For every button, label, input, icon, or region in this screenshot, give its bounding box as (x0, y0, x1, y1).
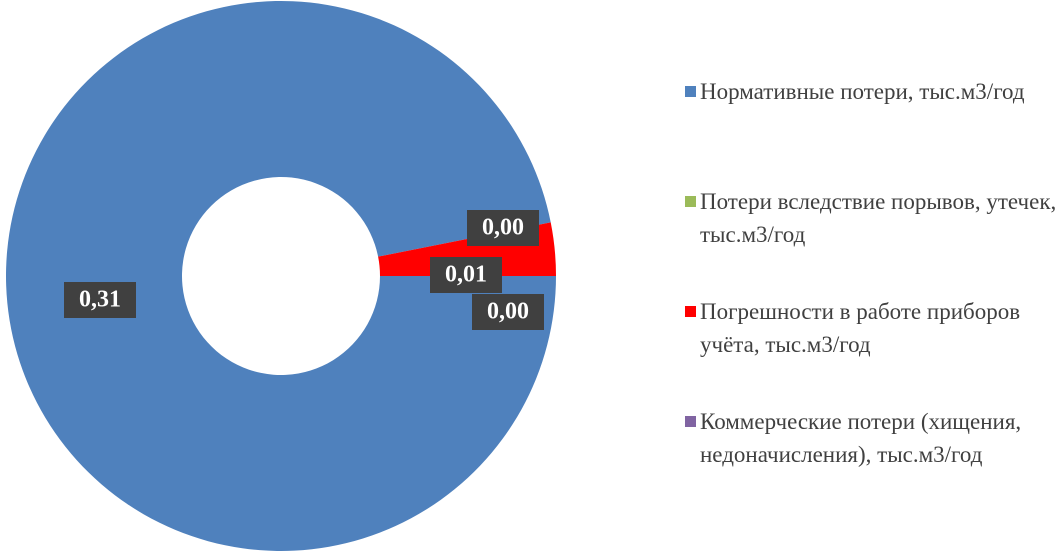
legend-swatch (685, 306, 696, 317)
legend-label: Нормативные потери, тыс.м3/год (700, 79, 1025, 104)
data-label: 0,01 (445, 262, 487, 288)
legend-swatch (685, 416, 696, 427)
legend-item: Потери вследствие порывов, утечек, тыс.м… (685, 185, 1060, 251)
data-label-box (430, 257, 502, 293)
legend-item: Погрешности в работе приборов учёта, тыс… (685, 295, 1060, 361)
legend-swatch (685, 86, 696, 97)
data-label: 0,31 (79, 287, 121, 313)
data-label-box (467, 210, 539, 246)
data-label: 0,00 (487, 299, 529, 325)
data-label-box (64, 282, 136, 318)
data-label: 0,00 (482, 215, 524, 241)
legend-item: Нормативные потери, тыс.м3/год (685, 75, 1060, 108)
donut-slice (5, 0, 556, 551)
data-label-box (472, 294, 544, 330)
legend-swatch (685, 196, 696, 207)
legend-item: Коммерческие потери (хищения, недоначисл… (685, 405, 1060, 471)
legend-label: Коммерческие потери (хищения, недоначисл… (700, 409, 1022, 467)
legend-label: Потери вследствие порывов, утечек, тыс.м… (700, 189, 1057, 247)
legend-label: Погрешности в работе приборов учёта, тыс… (700, 299, 1021, 357)
